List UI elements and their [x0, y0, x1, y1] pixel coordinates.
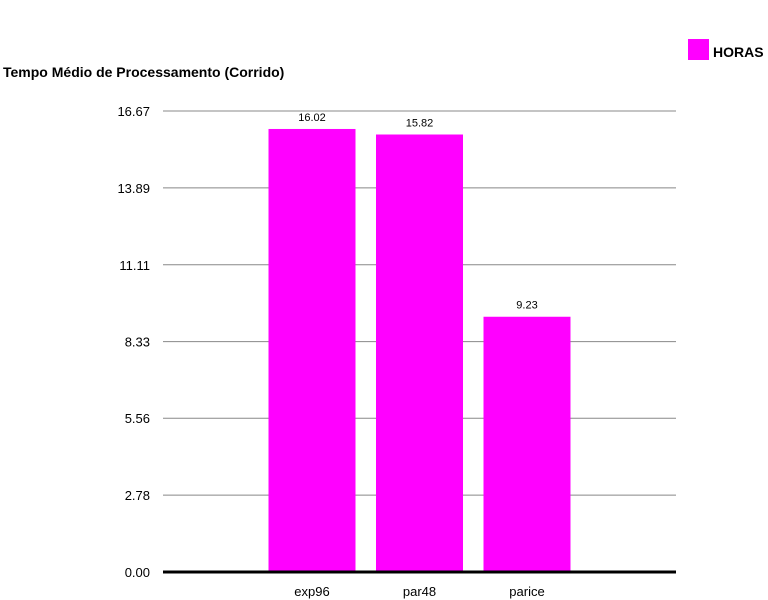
- data-label-parice: 9.23: [516, 300, 537, 312]
- bars: [268, 128, 571, 573]
- y-tick-label: 5.56: [125, 411, 150, 426]
- legend-label: HORAS: [713, 44, 764, 60]
- y-tick-label: 11.11: [119, 258, 150, 273]
- y-axis: 0.00 2.78 5.56 8.33 11.11 13.89 16.67: [117, 104, 150, 580]
- data-labels: 16.02 15.82 9.23: [298, 112, 537, 312]
- legend-swatch: [688, 39, 709, 60]
- y-tick-label: 8.33: [125, 335, 150, 350]
- data-label-par48: 15.82: [406, 118, 434, 130]
- x-axis: exp96 par48 parice: [163, 570, 676, 599]
- x-tick-label: par48: [403, 584, 436, 599]
- y-tick-label: 13.89: [117, 181, 150, 196]
- legend: HORAS: [688, 39, 764, 60]
- bar-parice: [483, 316, 571, 572]
- bar-par48: [376, 134, 463, 573]
- x-tick-label: parice: [509, 584, 544, 599]
- y-tick-label: 16.67: [117, 104, 150, 119]
- data-label-exp96: 16.02: [298, 112, 326, 124]
- chart-title: Tempo Médio de Processamento (Corrido): [3, 64, 284, 80]
- y-tick-label: 2.78: [125, 488, 150, 503]
- y-tick-label: 0.00: [125, 565, 150, 580]
- x-tick-label: exp96: [294, 584, 329, 599]
- bar-exp96: [268, 128, 356, 572]
